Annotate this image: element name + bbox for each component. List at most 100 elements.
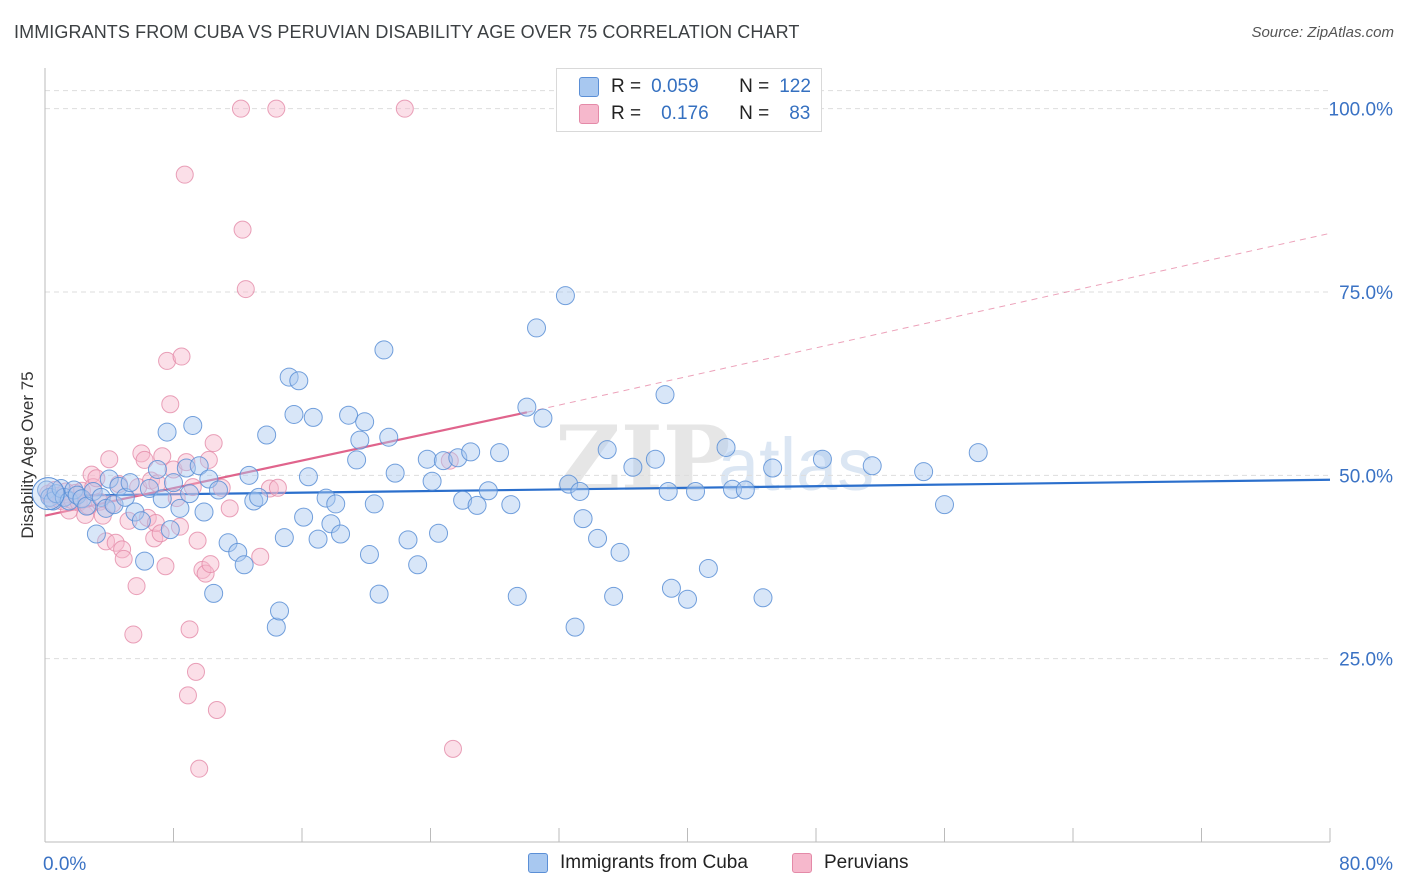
data-point-peruvians	[233, 220, 252, 239]
data-point-immigrants-from-cuba	[453, 490, 473, 510]
data-point-immigrants-from-cuba	[655, 385, 675, 405]
data-point-immigrants-from-cuba	[588, 528, 608, 548]
data-point-immigrants-from-cuba	[408, 555, 428, 575]
data-point-immigrants-from-cuba	[935, 495, 954, 515]
data-point-immigrants-from-cuba	[517, 397, 537, 417]
legend-row-pink: R = 0.176 N = 83	[579, 102, 810, 126]
data-point-immigrants-from-cuba	[597, 440, 617, 460]
data-point-immigrants-from-cuba	[135, 551, 155, 571]
y-tick-label: 100.0%	[1329, 100, 1394, 121]
data-point-immigrants-from-cuba	[678, 589, 697, 609]
data-point-immigrants-from-cuba	[658, 481, 678, 501]
data-point-immigrants-from-cuba	[120, 473, 140, 493]
legend-r-label: R =	[611, 103, 642, 124]
data-point-immigrants-from-cuba	[31, 477, 65, 511]
data-point-immigrants-from-cuba	[914, 462, 934, 482]
data-point-peruvians	[114, 549, 133, 568]
y-tick-label: 75.0%	[1339, 283, 1393, 304]
data-point-peruvians	[127, 577, 146, 596]
data-point-peruvians	[443, 739, 462, 758]
data-point-immigrants-from-cuba	[565, 617, 585, 637]
data-point-immigrants-from-cuba	[763, 458, 783, 478]
data-point-peruvians	[268, 478, 287, 497]
data-point-immigrants-from-cuba	[257, 425, 277, 445]
data-point-immigrants-from-cuba	[270, 601, 290, 621]
data-point-peruvians	[151, 524, 170, 543]
data-point-immigrants-from-cuba	[429, 523, 449, 543]
data-point-peruvians	[251, 547, 270, 566]
data-point-immigrants-from-cuba	[355, 412, 375, 432]
data-point-peruvians	[236, 280, 255, 299]
data-point-immigrants-from-cuba	[180, 484, 200, 504]
series-legend: Immigrants from Cuba Peruvians	[0, 852, 1406, 878]
trend-line-peruvians-extrapolated	[526, 232, 1331, 413]
data-point-immigrants-from-cuba	[170, 498, 190, 518]
data-point-immigrants-from-cuba	[398, 530, 418, 550]
data-point-peruvians	[395, 99, 414, 118]
data-point-peruvians	[201, 555, 220, 574]
data-point-peruvians	[207, 701, 226, 719]
data-point-peruvians	[113, 540, 132, 559]
data-point-immigrants-from-cuba	[228, 542, 248, 562]
legend-item-label: Immigrants from Cuba	[560, 852, 748, 873]
chart-title: IMMIGRANTS FROM CUBA VS PERUVIAN DISABIL…	[14, 22, 800, 42]
data-point-immigrants-from-cuba	[289, 371, 309, 391]
data-point-immigrants-from-cuba	[234, 555, 254, 575]
legend-swatch-pink	[579, 104, 599, 124]
data-point-immigrants-from-cuba	[350, 430, 370, 450]
data-point-immigrants-from-cuba	[467, 495, 487, 515]
data-point-immigrants-from-cuba	[109, 476, 129, 496]
data-point-immigrants-from-cuba	[490, 443, 510, 463]
data-point-immigrants-from-cuba	[131, 511, 151, 531]
data-point-peruvians	[175, 165, 194, 184]
data-point-immigrants-from-cuba	[194, 502, 214, 522]
data-point-peruvians	[178, 686, 197, 705]
legend-item-immigrants-from-cuba: Immigrants from Cuba	[528, 852, 748, 874]
data-point-peruvians	[188, 531, 207, 550]
data-point-immigrants-from-cuba	[199, 469, 219, 489]
data-point-peruvians	[135, 450, 154, 469]
legend-item-label: Peruvians	[824, 852, 909, 873]
correlation-legend: R = 0.059 N = 122 R = 0.176 N = 83	[556, 68, 822, 132]
data-point-immigrants-from-cuba	[448, 448, 468, 468]
data-point-immigrants-from-cuba	[812, 449, 832, 469]
data-point-immigrants-from-cuba	[239, 465, 259, 485]
data-point-immigrants-from-cuba	[339, 405, 359, 425]
data-point-immigrants-from-cuba	[347, 450, 367, 470]
legend-swatch-pink	[792, 853, 812, 873]
data-point-immigrants-from-cuba	[208, 480, 228, 500]
data-point-immigrants-from-cuba	[559, 474, 579, 494]
data-point-immigrants-from-cuba	[189, 456, 209, 476]
trend-line-peruvians	[44, 411, 528, 517]
grid-lines	[45, 90, 1330, 660]
data-point-peruvians	[97, 532, 116, 551]
legend-n-value: 83	[789, 103, 811, 124]
data-point-peruvians	[158, 351, 177, 370]
tick-labels: 25.0% 50.0% 75.0% 100.0% 0.0% 80.0%	[43, 100, 1393, 875]
data-point-immigrants-from-cuba	[160, 520, 180, 540]
data-point-immigrants-from-cuba	[147, 459, 167, 479]
legend-n-label: N =	[739, 103, 770, 124]
data-point-immigrants-from-cuba	[303, 407, 323, 427]
data-point-immigrants-from-cuba	[308, 529, 328, 549]
data-point-immigrants-from-cuba	[104, 495, 124, 515]
data-point-immigrants-from-cuba	[183, 415, 203, 435]
data-point-immigrants-from-cuba	[533, 408, 553, 428]
series-peruvians	[39, 99, 462, 778]
x-tick-label: 0.0%	[43, 854, 86, 875]
data-point-peruvians	[204, 434, 223, 453]
data-point-immigrants-from-cuba	[86, 524, 106, 544]
legend-r-value: 0.059	[651, 76, 699, 97]
data-point-immigrants-from-cuba	[968, 443, 988, 463]
data-point-peruvians	[220, 499, 239, 518]
data-point-immigrants-from-cuba	[698, 558, 718, 578]
legend-r-label: R =	[611, 76, 642, 97]
data-point-immigrants-from-cuba	[433, 451, 453, 471]
data-point-immigrants-from-cuba	[570, 481, 590, 501]
data-point-immigrants-from-cuba	[321, 514, 341, 534]
data-point-immigrants-from-cuba	[645, 449, 665, 469]
y-tick-label: 25.0%	[1339, 650, 1393, 671]
legend-n-label: N =	[739, 76, 770, 97]
